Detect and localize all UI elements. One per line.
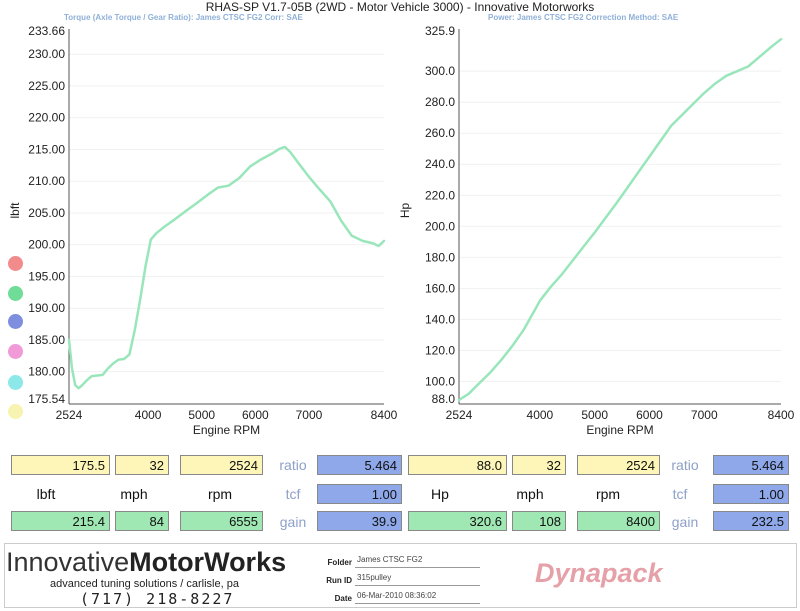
power-y-tick-label: 120.0	[425, 343, 455, 357]
torque-min-mph: 32	[115, 455, 169, 475]
torque-gain-value: 39.9	[317, 511, 402, 531]
power-y-tick-label: 160.0	[425, 281, 455, 295]
power-gain-label: gain	[671, 514, 699, 530]
torque-y-axis-title: lbft	[8, 202, 22, 219]
power-x-tick-label: 4000	[527, 408, 554, 422]
legend-dot-blue[interactable]	[8, 314, 23, 329]
power-max-mph: 108	[512, 511, 566, 531]
torque-ratio-label: ratio	[279, 457, 307, 473]
torque-rpm-label: rpm	[207, 486, 233, 502]
torque-x-tick-label: 8400	[371, 408, 398, 422]
power-y-axis-title: Hp	[398, 203, 412, 219]
torque-chart-subtitle: Torque (Axle Torque / Gear Ratio): James…	[64, 13, 303, 22]
power-y-tick-label: 220.0	[425, 188, 455, 202]
power-tcf-label: tcf	[672, 486, 688, 502]
torque-y-tick-label: 195.00	[28, 269, 65, 283]
runid-label: Run ID	[326, 576, 352, 585]
power-y-tick-label: 200.0	[425, 219, 455, 233]
power-x-tick-label: 6000	[636, 408, 663, 422]
torque-mph-label: mph	[120, 486, 148, 502]
power-max-rpm: 8400	[577, 511, 660, 531]
runid-value: 315pulley	[355, 573, 480, 586]
torque-max-rpm: 6555	[180, 511, 263, 531]
torque-ratio-value: 5.464	[317, 455, 402, 475]
legend-dot-yellow[interactable]	[8, 404, 23, 419]
torque-gain-label: gain	[279, 514, 307, 530]
torque-y-tick-label: 185.00	[28, 333, 65, 347]
date-value: 06-Mar-2010 08:36:02	[355, 591, 480, 604]
power-min-rpm: 2524	[577, 455, 660, 475]
torque-tcf-label: tcf	[285, 486, 301, 502]
power-min-mph: 32	[512, 455, 566, 475]
company-phone: (717) 218-8227	[80, 590, 235, 608]
torque-max-value: 215.4	[11, 511, 110, 531]
power-tcf-value: 1.00	[713, 484, 789, 504]
power-min-value: 88.0	[408, 455, 507, 475]
power-x-tick-label: 7000	[691, 408, 718, 422]
company-logo: InnovativeMotorWorks	[6, 547, 286, 578]
torque-y-tick-label: 175.54	[28, 392, 65, 406]
torque-tcf-value: 1.00	[317, 484, 402, 504]
torque-y-tick-label: 210.00	[28, 174, 65, 188]
company-tagline: advanced tuning solutions / carlisle, pa	[50, 578, 239, 590]
date-label: Date	[334, 594, 352, 603]
power-ratio-value: 5.464	[713, 455, 789, 475]
torque-x-axis-title: Engine RPM	[193, 423, 260, 437]
legend-dot-pink[interactable]	[8, 344, 23, 359]
charts-svg: 233.66 230.00 225.00 220.00 215.00 210.00 205.…	[8, 24, 795, 437]
torque-y-tick-label: 180.00	[28, 365, 65, 379]
power-x-tick-label: 2524	[446, 408, 473, 422]
torque-y-tick-label: 200.00	[28, 238, 65, 252]
footer-frame	[4, 543, 797, 608]
legend-dot-green[interactable]	[8, 286, 23, 301]
power-rpm-label: rpm	[595, 486, 621, 502]
power-x-tick-label: 8400	[768, 408, 795, 422]
power-y-tick-label: 88.0	[432, 392, 456, 406]
torque-unit-label: lbft	[36, 486, 56, 502]
torque-x-tick-label: 7000	[296, 408, 323, 422]
power-x-axis-title: Engine RPM	[586, 423, 653, 437]
legend-dot-cyan[interactable]	[8, 375, 23, 390]
torque-x-tick-label: 2524	[56, 408, 83, 422]
torque-min-value: 175.5	[11, 455, 110, 475]
torque-y-tick-label: 190.00	[28, 301, 65, 315]
torque-y-tick-label: 233.66	[28, 24, 65, 38]
power-y-tick-label: 300.0	[425, 64, 455, 78]
report-title: RHAS-SP V1.7-05B (2WD - Motor Vehicle 30…	[205, 0, 595, 14]
power-ratio-label: ratio	[671, 457, 699, 473]
torque-x-tick-label: 6000	[242, 408, 269, 422]
torque-y-tick-label: 230.00	[28, 47, 65, 61]
power-curve	[457, 37, 783, 402]
power-y-tick-label: 240.0	[425, 157, 455, 171]
torque-max-mph: 84	[115, 511, 169, 531]
power-mph-label: mph	[516, 486, 544, 502]
folder-label: Folder	[327, 558, 352, 567]
power-y-tick-label: 260.0	[425, 126, 455, 140]
torque-y-tick-label: 220.00	[28, 111, 65, 125]
power-y-tick-label: 280.0	[425, 95, 455, 109]
power-chart-subtitle: Power: James CTSC FG2 Correction Method:…	[488, 13, 679, 22]
power-y-tick-label: 325.9	[425, 24, 455, 38]
power-gain-value: 232.5	[713, 511, 789, 531]
legend-dot-red[interactable]	[8, 256, 23, 271]
power-y-tick-label: 100.0	[425, 374, 455, 388]
logo-bold-text: MotorWorks	[129, 547, 287, 577]
torque-y-tick-label: 215.00	[28, 142, 65, 156]
torque-curve	[67, 145, 386, 390]
torque-y-tick-label: 205.00	[28, 206, 65, 220]
dynapack-logo: Dynapack	[535, 558, 663, 588]
logo-thin-text: Innovative	[6, 547, 130, 577]
folder-value: James CTSC FG2	[355, 555, 480, 568]
torque-min-rpm: 2524	[180, 455, 263, 475]
power-max-value: 320.6	[408, 511, 507, 531]
torque-x-tick-label: 4000	[135, 408, 162, 422]
power-y-tick-label: 140.0	[425, 312, 455, 326]
torque-y-tick-label: 225.00	[28, 79, 65, 93]
power-x-tick-label: 5000	[581, 408, 608, 422]
power-unit-label: Hp	[431, 486, 449, 502]
power-y-tick-label: 180.0	[425, 250, 455, 264]
torque-x-tick-label: 5000	[188, 408, 215, 422]
